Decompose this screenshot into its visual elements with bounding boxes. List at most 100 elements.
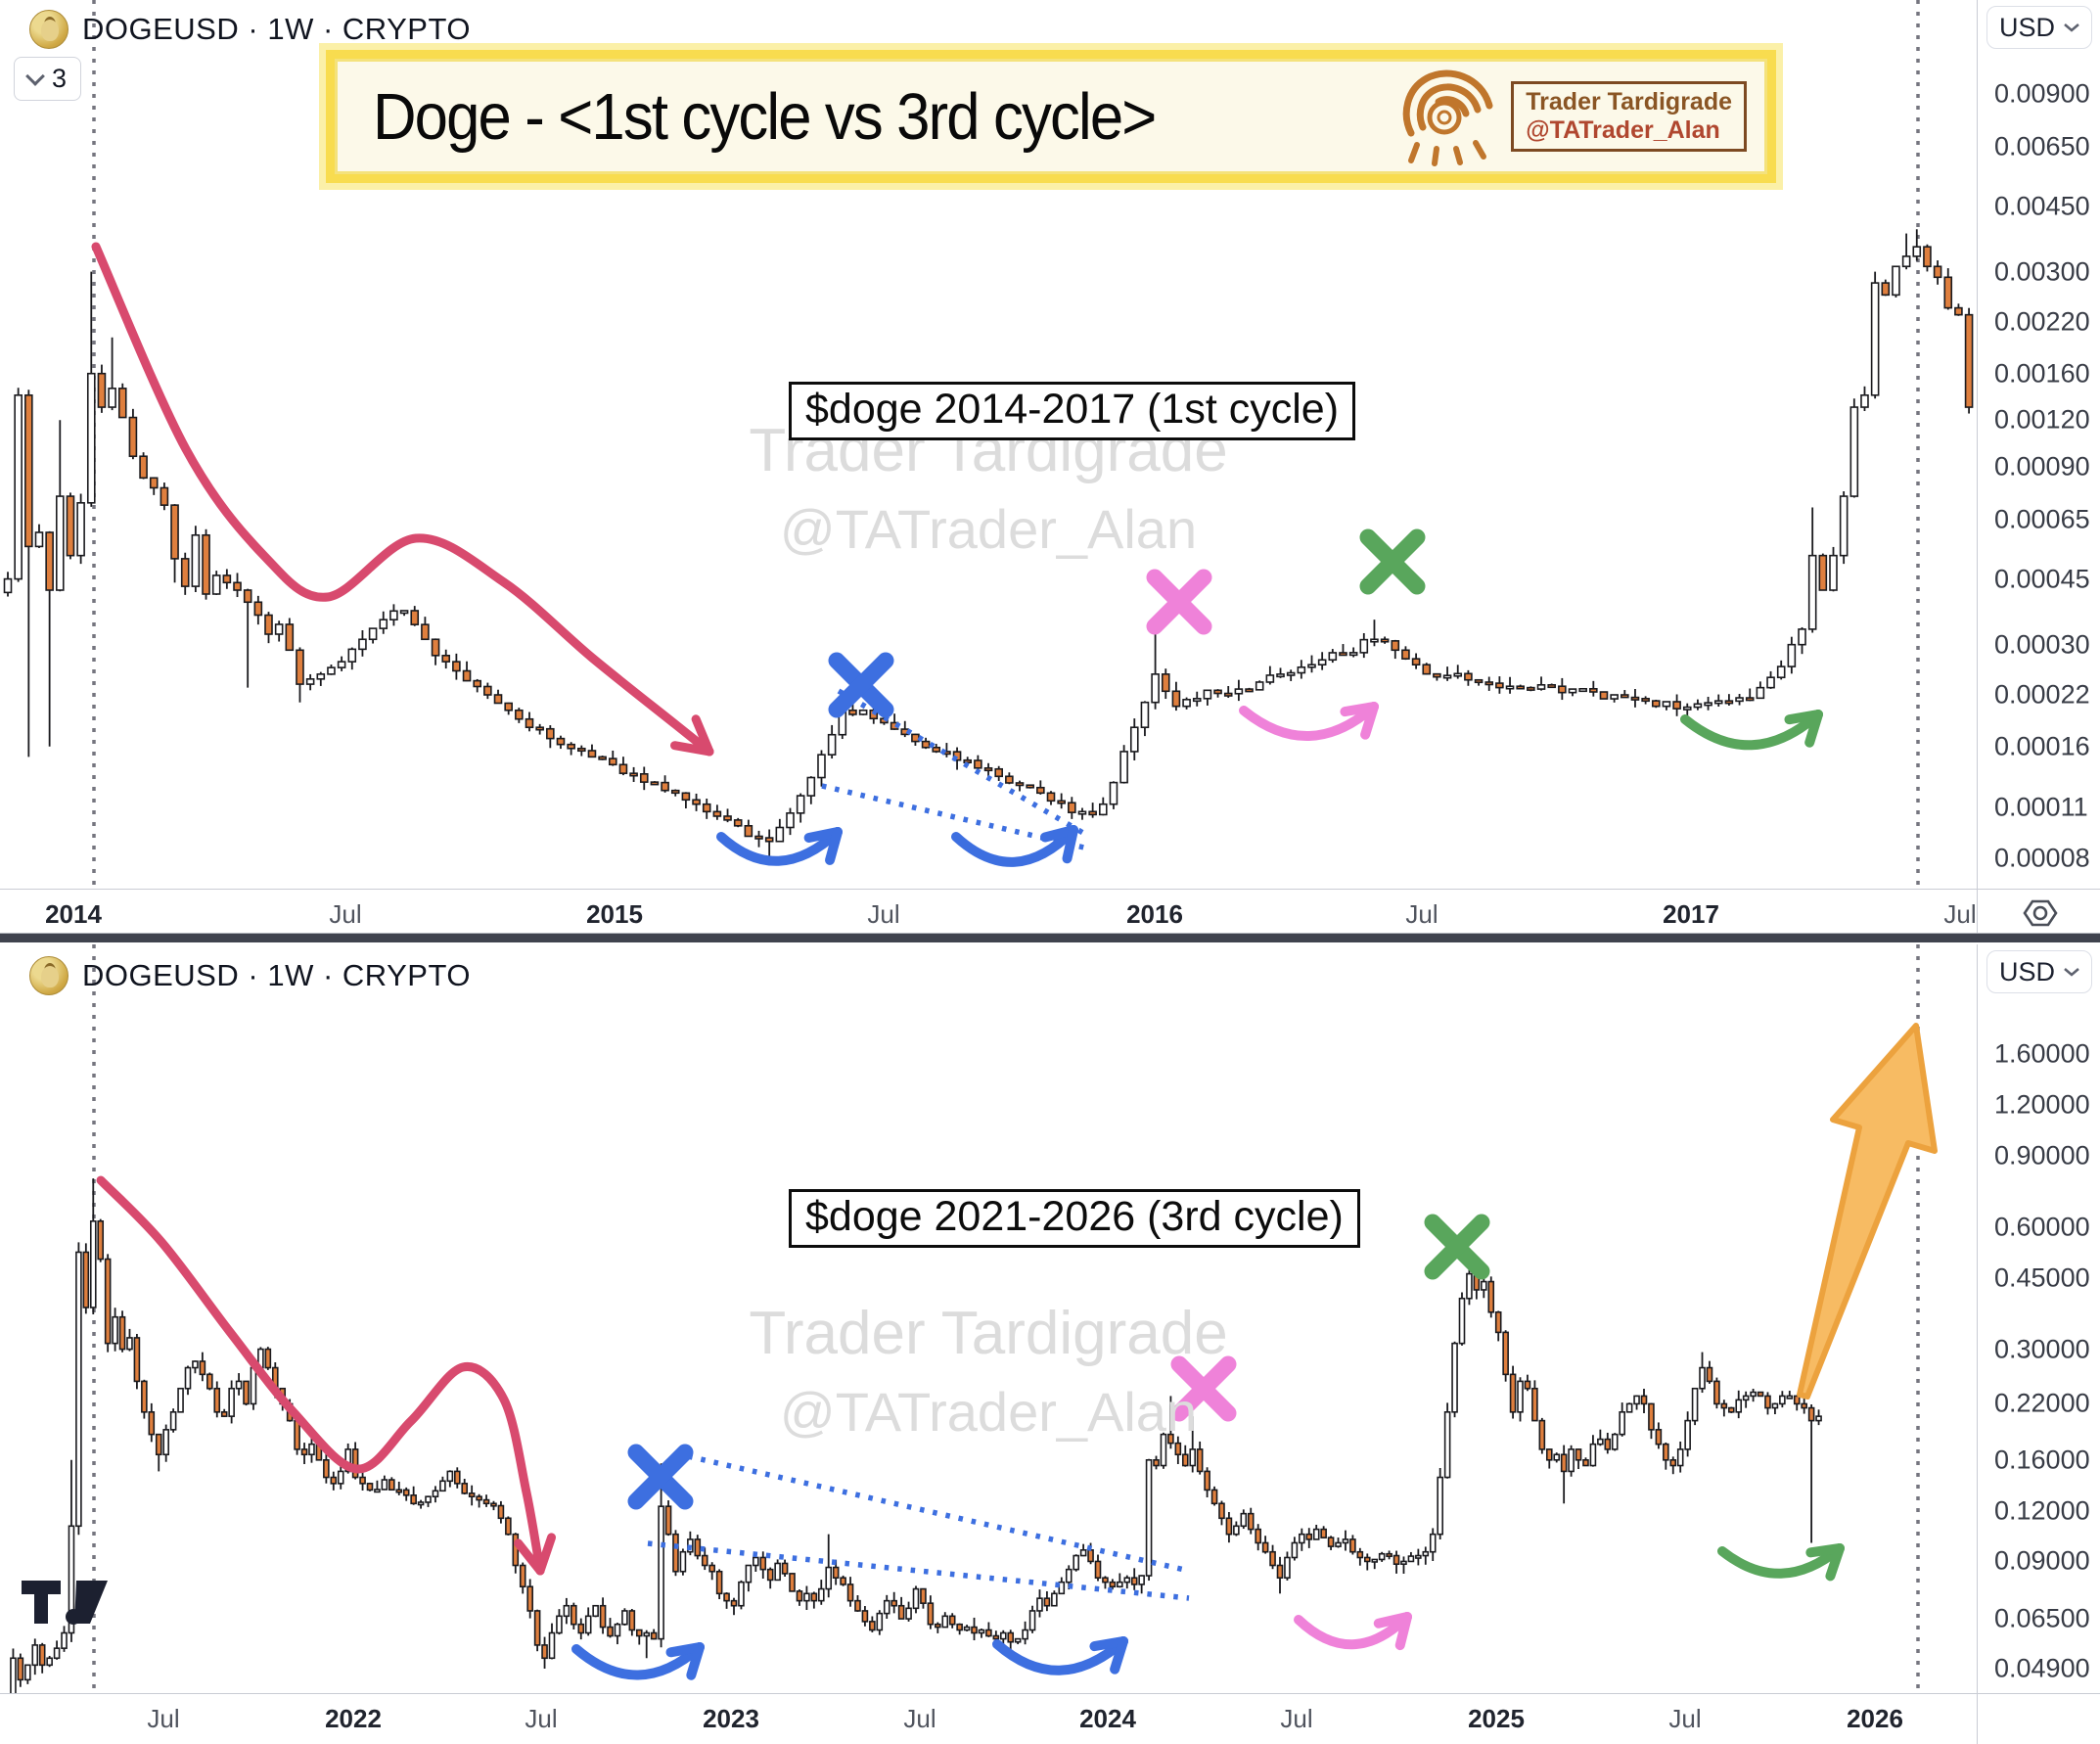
- price-tick: 1.20000: [1994, 1089, 2090, 1120]
- price-tick: 0.30000: [1994, 1334, 2090, 1364]
- axis-corner: [1977, 1693, 2100, 1744]
- panel-divider[interactable]: [0, 933, 2100, 942]
- currency-selector[interactable]: USD: [1986, 950, 2092, 993]
- price-tick: 0.04900: [1994, 1653, 2090, 1683]
- blue-swoosh-arrow[interactable]: [951, 825, 1078, 867]
- price-tick: 0.00650: [1994, 131, 2090, 161]
- time-tick: Jul: [1405, 899, 1438, 929]
- price-tick: 0.00450: [1994, 191, 2090, 221]
- price-tick: 0.45000: [1994, 1262, 2090, 1293]
- time-axis-cycle3[interactable]: Jul 2022 Jul 2023 Jul 2024 Jul 2025 Jul 2026: [0, 1693, 1977, 1744]
- dotted-trendline[interactable]: [674, 1450, 1190, 1574]
- object-count: 3: [52, 64, 68, 93]
- price-tick: 0.00090: [1994, 451, 2090, 482]
- object-tree-toggle[interactable]: 3: [14, 57, 82, 101]
- brand-name: Trader Tardigrade: [1526, 88, 1732, 115]
- price-tick: 0.00008: [1994, 843, 2090, 873]
- time-tick: 2026: [1847, 1704, 1903, 1733]
- time-tick: Jul: [867, 899, 900, 929]
- price-tick: 0.09000: [1994, 1545, 2090, 1576]
- chart-plot-cycle3[interactable]: Trader Tardigrade @TATrader_Alan $doge 2…: [0, 944, 1977, 1693]
- time-tick: 2024: [1079, 1704, 1136, 1733]
- green-x-mark[interactable]: [1424, 1214, 1490, 1280]
- chevron-down-icon: [25, 66, 45, 86]
- price-tick: 0.06500: [1994, 1603, 2090, 1633]
- banner-title: Doge - <1st cycle vs 3rd cycle>: [373, 79, 1157, 154]
- blue-x-mark[interactable]: [828, 652, 894, 718]
- time-tick: 2016: [1126, 899, 1183, 929]
- cycle-curve-arrow[interactable]: [91, 242, 714, 757]
- symbol-text: DOGEUSD · 1W · CRYPTO: [82, 958, 471, 992]
- time-tick: Jul: [147, 1704, 180, 1733]
- tradingview-logo[interactable]: [18, 1571, 112, 1629]
- projection-arrow[interactable]: [1797, 1023, 1938, 1400]
- candlestick-chart-cycle3: [10, 944, 1938, 1693]
- price-tick: 0.16000: [1994, 1445, 2090, 1475]
- symbol-header-cycle3[interactable]: DOGEUSD · 1W · CRYPTO: [29, 956, 471, 995]
- price-tick: 0.00045: [1994, 564, 2090, 594]
- blue-swoosh-arrow[interactable]: [992, 1636, 1128, 1675]
- price-tick: 0.00160: [1994, 358, 2090, 389]
- chevron-down-icon: [2064, 968, 2079, 977]
- green-swoosh-arrow[interactable]: [1717, 1543, 1845, 1582]
- candlestick-chart-cycle1: [3, 0, 1974, 889]
- dotted-trendline[interactable]: [647, 1540, 1190, 1601]
- blue-swoosh-arrow[interactable]: [716, 827, 843, 866]
- time-tick: Jul: [1668, 1704, 1702, 1733]
- blue-swoosh-arrow[interactable]: [571, 1642, 705, 1680]
- price-tick: 0.00120: [1994, 404, 2090, 435]
- time-tick: 2014: [45, 899, 102, 929]
- candlestick-series: [10, 1178, 1822, 1693]
- candlestick-series: [3, 229, 1974, 859]
- time-tick: Jul: [525, 1704, 558, 1733]
- time-axis-cycle1[interactable]: 2014 Jul 2015 Jul 2016 Jul 2017 Jul: [0, 889, 1977, 935]
- price-tick: 0.00065: [1994, 504, 2090, 534]
- brand-handle: @TATrader_Alan: [1526, 116, 1720, 144]
- time-tick: Jul: [1280, 1704, 1313, 1733]
- price-tick: 0.00220: [1994, 306, 2090, 337]
- time-tick: Jul: [903, 1704, 936, 1733]
- panel-cycle3: Trader Tardigrade @TATrader_Alan $doge 2…: [0, 944, 2100, 1744]
- gear-icon[interactable]: [2019, 894, 2062, 933]
- price-tick: 0.60000: [1994, 1212, 2090, 1242]
- brand-badge: Trader Tardigrade @TATrader_Alan: [1511, 81, 1747, 152]
- time-tick: 2022: [325, 1704, 382, 1733]
- pink-x-mark[interactable]: [1146, 569, 1212, 635]
- time-tick: 2017: [1663, 899, 1719, 929]
- price-tick: 0.12000: [1994, 1495, 2090, 1526]
- cycle-curve-arrow[interactable]: [96, 1175, 557, 1576]
- pink-swoosh-arrow[interactable]: [1294, 1612, 1412, 1651]
- time-tick: Jul: [1943, 899, 1977, 929]
- time-tick: 2015: [586, 899, 643, 929]
- axis-settings-corner[interactable]: [1977, 889, 2100, 935]
- callout-cycle3[interactable]: $doge 2021-2026 (3rd cycle): [789, 1189, 1360, 1248]
- currency-selector[interactable]: USD: [1986, 6, 2092, 49]
- chevron-down-icon: [2064, 23, 2079, 32]
- price-tick: 0.22000: [1994, 1388, 2090, 1418]
- price-tick: 0.90000: [1994, 1140, 2090, 1170]
- price-axis-cycle3[interactable]: USD 1.60000 1.20000 0.90000 0.60000 0.45000 0…: [1977, 944, 2100, 1693]
- price-tick: 0.00011: [1994, 792, 2088, 822]
- blue-x-mark[interactable]: [627, 1444, 694, 1510]
- green-swoosh-arrow[interactable]: [1680, 710, 1823, 751]
- dotted-trendline[interactable]: [837, 688, 1090, 839]
- doge-coin-icon: [29, 10, 68, 49]
- price-tick: 0.00900: [1994, 78, 2090, 109]
- tardigrade-mascot-icon: [1403, 69, 1493, 166]
- price-tick: 0.00030: [1994, 629, 2090, 660]
- pink-x-mark[interactable]: [1170, 1355, 1237, 1422]
- title-banner: Doge - <1st cycle vs 3rd cycle>: [319, 43, 1783, 190]
- time-tick: 2025: [1468, 1704, 1525, 1733]
- time-tick: Jul: [329, 899, 362, 929]
- price-axis-cycle1[interactable]: USD 0.00900 0.00650 0.00450 0.00300 0.00220 0…: [1977, 0, 2100, 889]
- price-tick: 0.00016: [1994, 731, 2090, 761]
- price-tick: 0.00022: [1994, 679, 2090, 710]
- price-tick: 1.60000: [1994, 1038, 2090, 1069]
- green-x-mark[interactable]: [1359, 528, 1426, 595]
- pink-swoosh-arrow[interactable]: [1239, 702, 1379, 741]
- price-tick: 0.00300: [1994, 256, 2090, 287]
- callout-cycle1[interactable]: $doge 2014-2017 (1st cycle): [789, 382, 1356, 440]
- symbol-text: DOGEUSD · 1W · CRYPTO: [82, 12, 471, 46]
- symbol-header-cycle1[interactable]: DOGEUSD · 1W · CRYPTO: [29, 10, 471, 49]
